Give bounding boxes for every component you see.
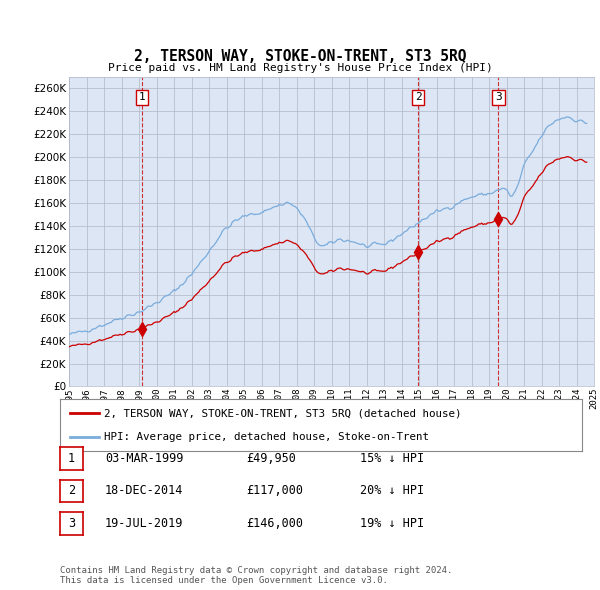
Text: 2: 2 [68, 484, 75, 497]
Text: HPI: Average price, detached house, Stoke-on-Trent: HPI: Average price, detached house, Stok… [104, 432, 430, 442]
Text: 20% ↓ HPI: 20% ↓ HPI [360, 484, 424, 497]
Text: 3: 3 [68, 517, 75, 530]
Text: 2, TERSON WAY, STOKE-ON-TRENT, ST3 5RQ (detached house): 2, TERSON WAY, STOKE-ON-TRENT, ST3 5RQ (… [104, 408, 462, 418]
Text: 19-JUL-2019: 19-JUL-2019 [105, 517, 184, 530]
Text: £146,000: £146,000 [246, 517, 303, 530]
Text: 1: 1 [68, 452, 75, 465]
Text: 19% ↓ HPI: 19% ↓ HPI [360, 517, 424, 530]
Text: 18-DEC-2014: 18-DEC-2014 [105, 484, 184, 497]
Text: 3: 3 [495, 93, 502, 102]
Text: 03-MAR-1999: 03-MAR-1999 [105, 452, 184, 465]
Text: 15% ↓ HPI: 15% ↓ HPI [360, 452, 424, 465]
Text: 2, TERSON WAY, STOKE-ON-TRENT, ST3 5RQ: 2, TERSON WAY, STOKE-ON-TRENT, ST3 5RQ [134, 48, 466, 64]
Text: 1: 1 [139, 93, 145, 102]
Text: £49,950: £49,950 [246, 452, 296, 465]
Text: Price paid vs. HM Land Registry's House Price Index (HPI): Price paid vs. HM Land Registry's House … [107, 63, 493, 73]
Text: 2: 2 [415, 93, 422, 102]
Text: £117,000: £117,000 [246, 484, 303, 497]
Text: Contains HM Land Registry data © Crown copyright and database right 2024.
This d: Contains HM Land Registry data © Crown c… [60, 566, 452, 585]
